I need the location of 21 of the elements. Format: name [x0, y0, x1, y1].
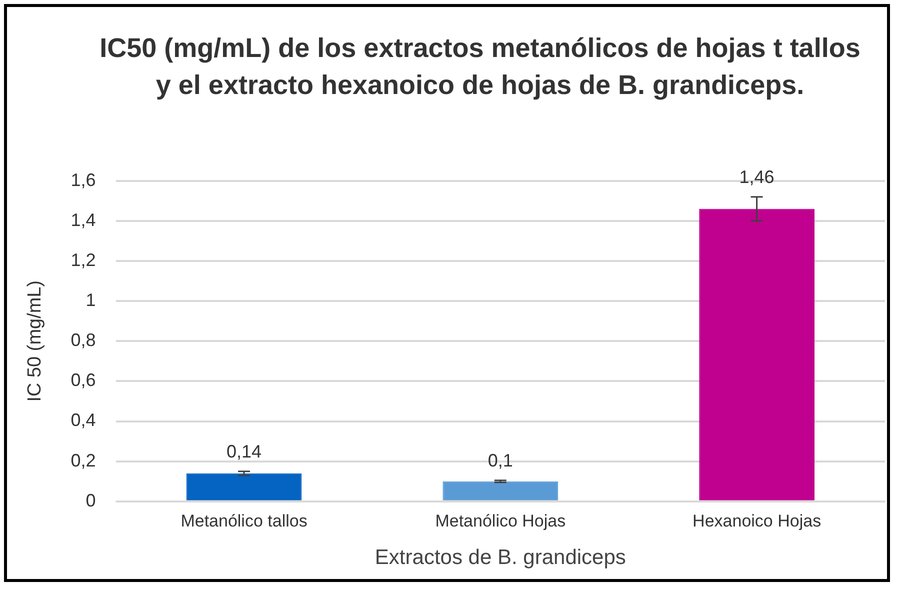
data-label: 0,14: [226, 441, 262, 462]
bar: [699, 208, 814, 500]
bar: [186, 473, 302, 500]
data-label: 1,46: [739, 166, 774, 187]
x-tick-label: Metanólico tallos: [180, 511, 308, 530]
x-tick-label: Hexanoico Hojas: [692, 511, 822, 530]
bar: [442, 481, 558, 500]
y-tick-label: 0,6: [70, 370, 96, 390]
y-tick-label: 0,2: [70, 450, 96, 470]
y-tick-label: 0,8: [70, 330, 96, 350]
y-tick-label: 1,6: [70, 170, 96, 190]
chart-title: IC50 (mg/mL) de los extractos metanólicos de hojas t tallos y el extracto hexanoico de hojas de B. grandiceps.: [98, 32, 862, 102]
data-label: 0,1: [488, 450, 513, 470]
y-tick-label: 1: [86, 290, 96, 310]
y-tick-label: 0: [86, 490, 96, 510]
y-tick-label: 0,4: [70, 410, 96, 430]
x-axis-title: Extractos de B. grandiceps: [374, 546, 626, 570]
y-tick-label: 1,4: [70, 210, 96, 230]
x-tick-label: Metanólico Hojas: [435, 511, 566, 530]
y-axis-title: IC 50 (mg/mL): [24, 280, 46, 402]
y-tick-label: 1,2: [70, 250, 96, 270]
